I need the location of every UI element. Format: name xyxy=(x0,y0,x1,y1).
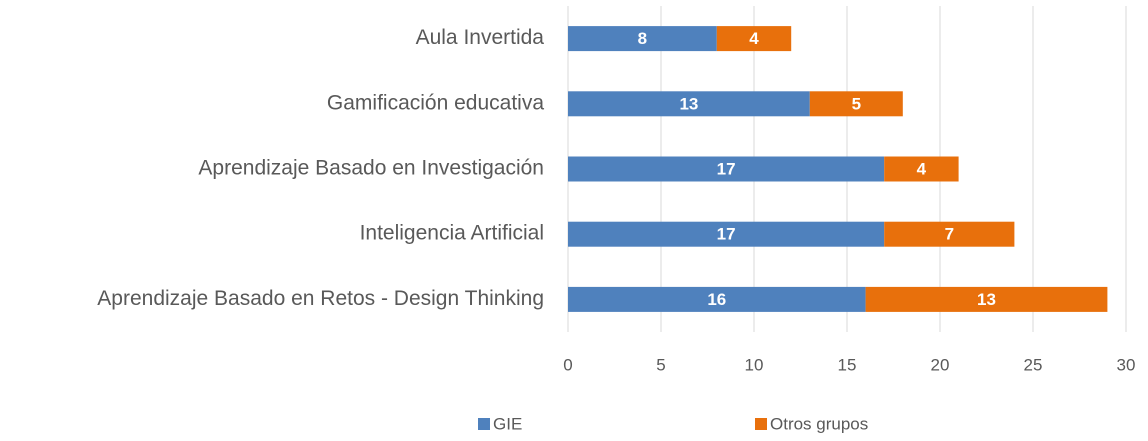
legend-label: GIE xyxy=(493,414,522,433)
bar xyxy=(568,286,866,312)
x-tick-label: 15 xyxy=(838,355,857,374)
x-tick-label: 0 xyxy=(563,355,572,374)
x-tick-label: 30 xyxy=(1117,355,1136,374)
legend-swatch xyxy=(478,418,490,430)
y-tick-label: Aula Invertida xyxy=(416,26,545,49)
bar xyxy=(716,26,792,52)
data-label: 7 xyxy=(945,225,954,244)
x-tick-label: 10 xyxy=(745,355,764,374)
data-label: 17 xyxy=(717,225,736,244)
x-tick-label: 25 xyxy=(1024,355,1043,374)
bar xyxy=(865,286,1108,312)
data-label: 16 xyxy=(707,290,726,309)
y-tick-label: Inteligencia Artificial xyxy=(360,222,544,245)
data-label: 8 xyxy=(638,29,647,48)
x-tick-label: 5 xyxy=(656,355,665,374)
data-label: 4 xyxy=(917,159,927,178)
bar xyxy=(568,156,885,182)
legend-label: Otros grupos xyxy=(770,414,868,433)
y-tick-label: Gamificación educativa xyxy=(327,91,544,114)
data-label: 17 xyxy=(717,159,736,178)
y-tick-label: Aprendizaje Basado en Retos - Design Thi… xyxy=(97,287,544,310)
data-label: 5 xyxy=(852,94,861,113)
bar xyxy=(809,91,903,117)
data-label: 13 xyxy=(679,94,698,113)
x-tick-label: 20 xyxy=(931,355,950,374)
data-label: 4 xyxy=(749,29,759,48)
legend-swatch xyxy=(755,418,767,430)
bar xyxy=(568,221,885,247)
bar xyxy=(568,26,717,52)
bar xyxy=(884,221,1015,247)
bar xyxy=(568,91,810,117)
y-tick-label: Aprendizaje Basado en Investigación xyxy=(198,157,544,180)
bar xyxy=(884,156,959,182)
data-label: 13 xyxy=(977,290,996,309)
